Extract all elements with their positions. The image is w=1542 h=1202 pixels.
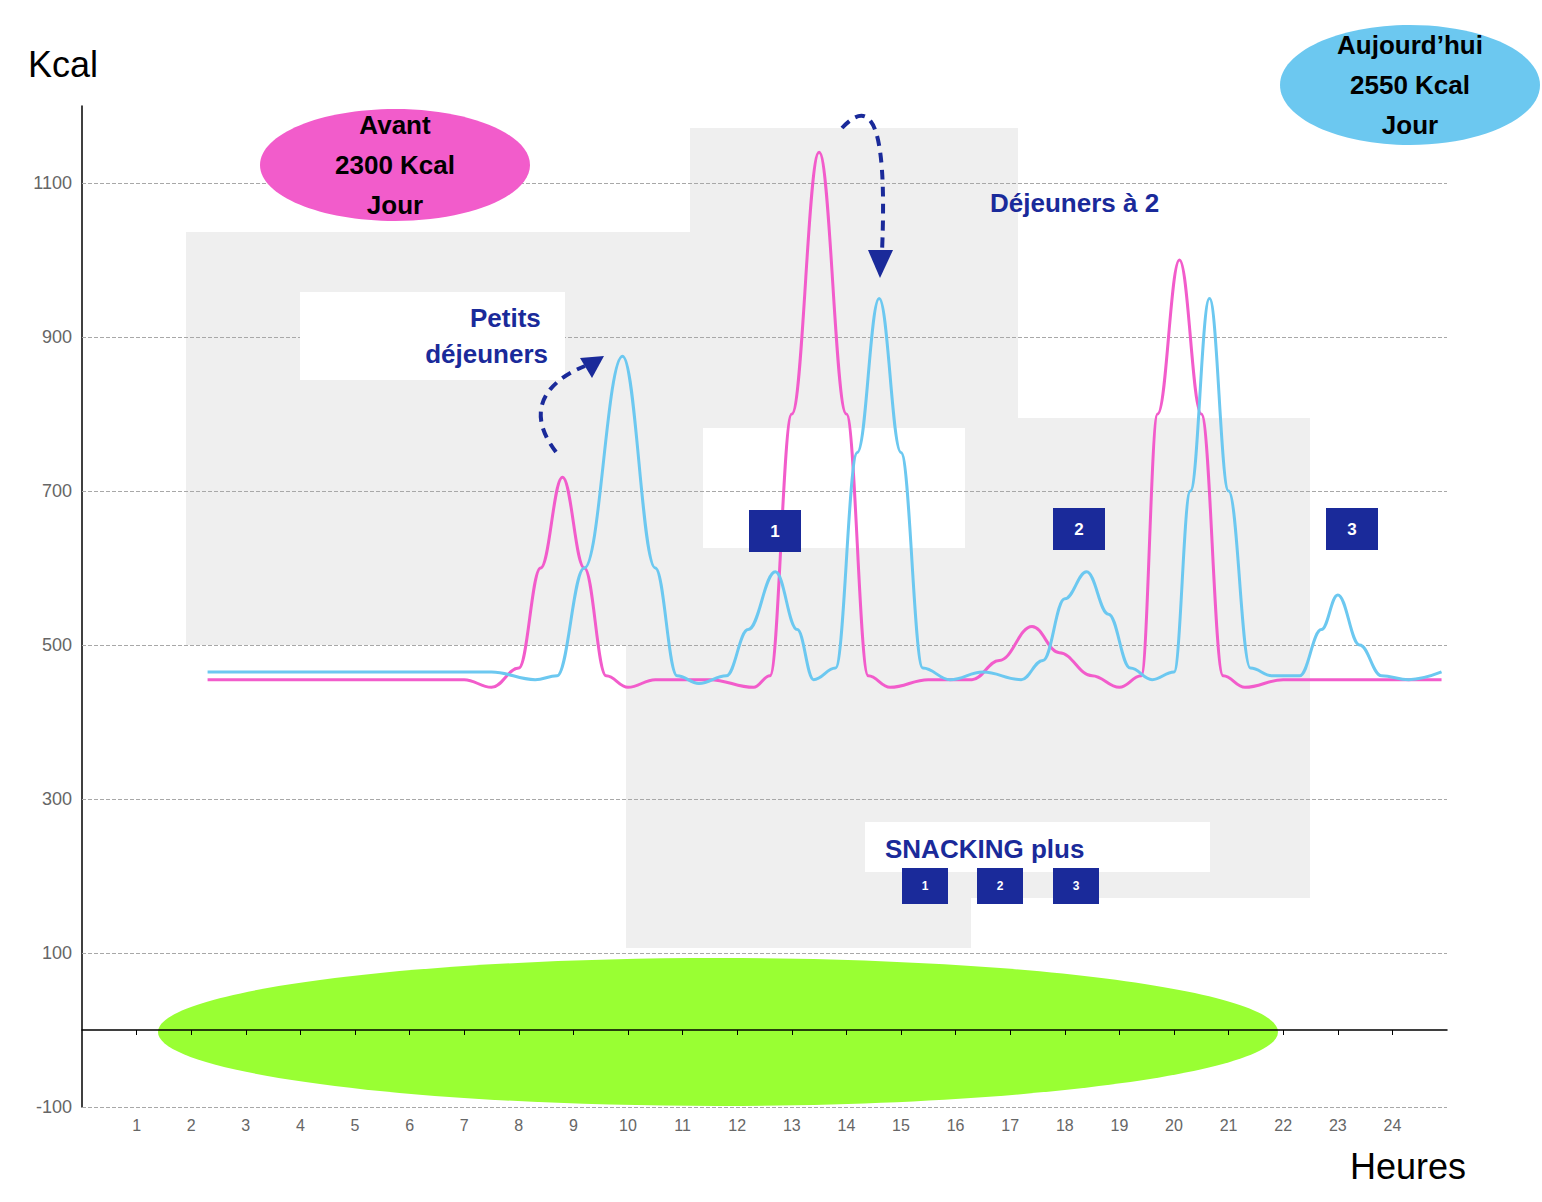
svg-text:1: 1 — [922, 879, 929, 893]
svg-text:2: 2 — [997, 879, 1004, 893]
svg-text:8: 8 — [514, 1117, 523, 1134]
svg-text:900: 900 — [42, 327, 72, 347]
svg-text:10: 10 — [619, 1117, 637, 1134]
svg-text:22: 22 — [1274, 1117, 1292, 1134]
svg-text:12: 12 — [728, 1117, 746, 1134]
svg-text:20: 20 — [1165, 1117, 1183, 1134]
svg-text:Déjeuners à 2: Déjeuners à 2 — [990, 188, 1159, 218]
svg-text:SNACKING plus: SNACKING plus — [885, 834, 1084, 864]
svg-text:23: 23 — [1329, 1117, 1347, 1134]
svg-text:6: 6 — [405, 1117, 414, 1134]
svg-text:17: 17 — [1001, 1117, 1019, 1134]
svg-text:2300 Kcal: 2300 Kcal — [335, 150, 455, 180]
svg-text:1: 1 — [770, 522, 779, 541]
svg-text:Petits: Petits — [470, 303, 548, 333]
svg-text:500: 500 — [42, 635, 72, 655]
svg-text:4: 4 — [296, 1117, 305, 1134]
svg-text:déjeuners: déjeuners — [425, 339, 548, 369]
svg-text:1100: 1100 — [33, 173, 72, 193]
svg-text:14: 14 — [838, 1117, 856, 1134]
svg-text:Jour: Jour — [1382, 110, 1438, 140]
svg-text:15: 15 — [892, 1117, 910, 1134]
svg-text:Kcal: Kcal — [28, 44, 98, 85]
svg-text:Jour: Jour — [367, 190, 423, 220]
svg-text:300: 300 — [42, 789, 72, 809]
svg-text:2550 Kcal: 2550 Kcal — [1350, 70, 1470, 100]
svg-text:2: 2 — [1074, 520, 1083, 539]
svg-text:Avant: Avant — [359, 110, 431, 140]
svg-text:1: 1 — [132, 1117, 141, 1134]
svg-text:3: 3 — [241, 1117, 250, 1134]
svg-text:2: 2 — [187, 1117, 196, 1134]
svg-text:21: 21 — [1220, 1117, 1238, 1134]
svg-text:5: 5 — [351, 1117, 360, 1134]
svg-text:11: 11 — [674, 1117, 691, 1134]
svg-text:3: 3 — [1073, 879, 1080, 893]
svg-text:24: 24 — [1384, 1117, 1402, 1134]
svg-text:700: 700 — [42, 481, 72, 501]
svg-text:16: 16 — [947, 1117, 965, 1134]
svg-text:-100: -100 — [36, 1097, 72, 1117]
svg-text:19: 19 — [1111, 1117, 1129, 1134]
svg-text:Heures: Heures — [1350, 1146, 1466, 1187]
svg-text:18: 18 — [1056, 1117, 1074, 1134]
svg-text:13: 13 — [783, 1117, 801, 1134]
svg-text:100: 100 — [42, 943, 72, 963]
svg-text:9: 9 — [569, 1117, 578, 1134]
svg-text:7: 7 — [460, 1117, 469, 1134]
svg-text:Aujourd’hui: Aujourd’hui — [1337, 30, 1483, 60]
svg-text:3: 3 — [1347, 520, 1356, 539]
